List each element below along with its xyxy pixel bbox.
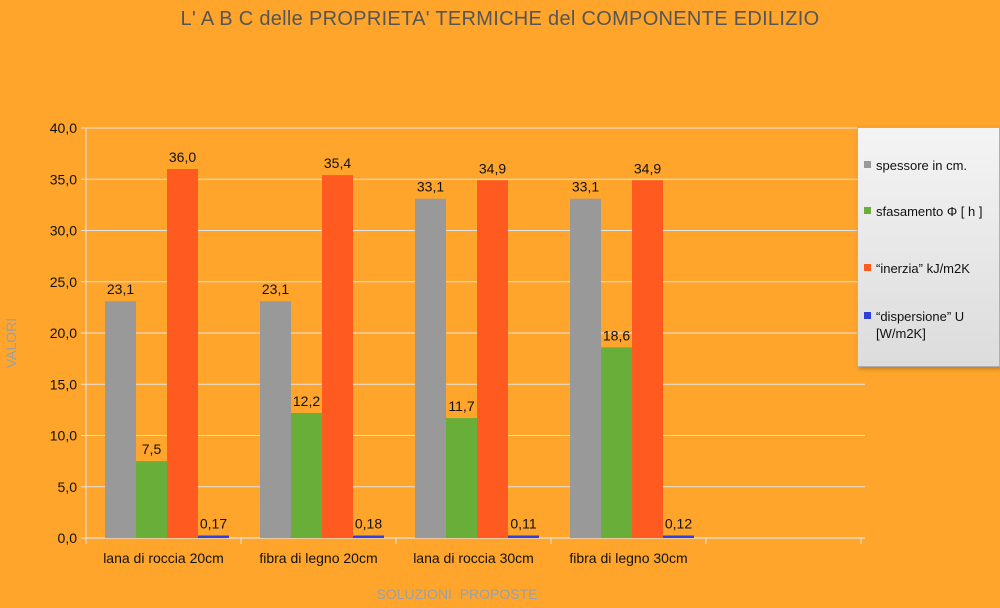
x-tick-label: fibra di legno 30cm (569, 550, 687, 566)
bars (105, 169, 694, 538)
data-label: 33,1 (572, 179, 599, 195)
data-label: 34,9 (479, 160, 506, 176)
y-tick-label: 0,0 (58, 530, 78, 546)
data-label: 36,0 (169, 149, 196, 165)
data-label: 0,11 (510, 516, 536, 532)
data-label: 33,1 (417, 179, 444, 195)
bar (570, 198, 601, 538)
bar (353, 535, 384, 538)
data-label: 0,12 (665, 516, 692, 532)
legend-swatch (864, 161, 871, 168)
data-label: 0,18 (355, 516, 382, 532)
legend-label: spessore in cm. (876, 158, 968, 173)
data-label: 23,1 (107, 281, 134, 297)
data-label: 18,6 (603, 327, 630, 343)
y-tick-label: 35,0 (50, 171, 77, 187)
legend-item: spessore in cm. (864, 157, 998, 174)
bar (136, 461, 167, 538)
bar (601, 347, 632, 538)
legend-swatch (864, 312, 871, 319)
bar (508, 535, 539, 538)
x-tick-label: lana di roccia 20cm (103, 550, 224, 566)
bar (198, 535, 229, 538)
axes: 0,0 5,0 10,0 15,0 20,0 25,0 30,0 35,0 40,0 (50, 120, 865, 546)
bar (446, 418, 477, 538)
legend-label: “dispersione” U [W/m2K] (876, 309, 965, 341)
bar (415, 198, 446, 538)
data-labels: lana di roccia 20cm 23,1 7,5 36,0 0,17 fibra … (103, 149, 692, 566)
y-tick-label: 10,0 (50, 428, 77, 444)
data-label: 12,2 (293, 393, 320, 409)
bar (477, 180, 508, 538)
y-axis-label: VALORI (3, 318, 19, 368)
legend-label: “inerzia” kJ/m2K (876, 261, 970, 276)
data-label: 35,4 (324, 155, 351, 171)
x-tick-label: fibra di legno 20cm (259, 550, 377, 566)
chart-legend: spessore in cm. sfasamento Φ [ h ] “iner… (857, 127, 1000, 367)
y-tick-label: 30,0 (50, 223, 77, 239)
legend-item: “dispersione” U [W/m2K] (864, 308, 998, 342)
legend-item: “inerzia” kJ/m2K (864, 260, 998, 277)
data-label: 34,9 (634, 160, 661, 176)
bar (167, 169, 198, 538)
legend-item: sfasamento Φ [ h ] (864, 203, 998, 220)
y-tick-label: 5,0 (58, 479, 78, 495)
x-tick-label: lana di roccia 30cm (413, 550, 534, 566)
data-label: 0,17 (200, 516, 227, 532)
chart-title: L' A B C delle PROPRIETA' TERMICHE del C… (180, 8, 820, 30)
legend-label: sfasamento Φ [ h ] (876, 204, 983, 219)
x-axis-label: SOLUZIONI PROPOSTE (376, 586, 537, 602)
bar (260, 301, 291, 538)
y-tick-label: 15,0 (50, 376, 77, 392)
y-tick-label: 20,0 (50, 325, 77, 341)
bar (291, 412, 322, 538)
data-label: 7,5 (142, 441, 162, 457)
data-label: 23,1 (262, 281, 289, 297)
bar (663, 535, 694, 538)
legend-swatch (864, 264, 871, 271)
data-label: 11,7 (448, 398, 474, 414)
y-tick-label: 25,0 (50, 274, 77, 290)
bar (632, 180, 663, 538)
bar (105, 301, 136, 538)
bar (322, 175, 353, 538)
y-tick-label: 40,0 (50, 120, 77, 136)
legend-swatch (864, 207, 871, 214)
